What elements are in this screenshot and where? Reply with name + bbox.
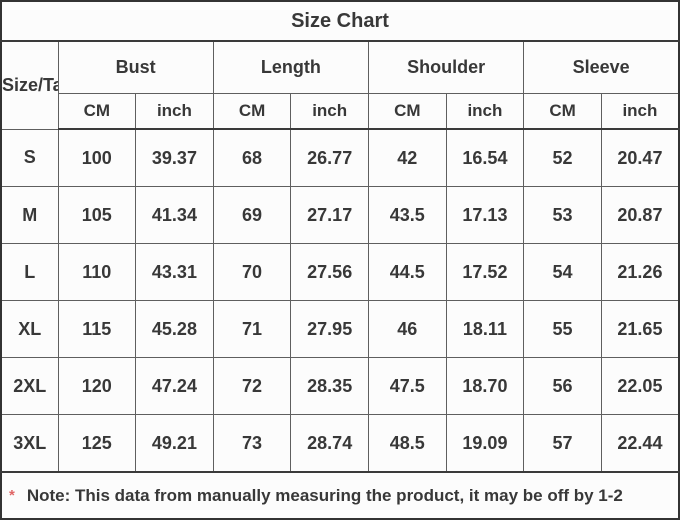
table-row-s: S 100 39.37 68 26.77 42 16.54 52 20.47: [0, 128, 680, 187]
note-cell: * Note: This data from manually measuring…: [0, 471, 680, 520]
group-header-bust: Bust: [57, 40, 214, 94]
cell-value: 53: [523, 186, 602, 244]
unit-header: inch: [135, 93, 214, 130]
note-row: * Note: This data from manually measuring…: [0, 471, 680, 520]
cell-value: 22.44: [600, 414, 680, 473]
cell-value: 43.31: [135, 243, 214, 301]
page-title: Size Chart: [0, 0, 680, 42]
cell-value: 70: [212, 243, 292, 301]
table-row-2xl: 2XL 120 47.24 72 28.35 47.5 18.70 56 22.…: [0, 357, 680, 415]
cell-value: 20.47: [600, 128, 680, 187]
title-row: Size Chart: [0, 0, 680, 42]
size-label: 2XL: [0, 357, 59, 415]
cell-value: 54: [523, 243, 602, 301]
cell-value: 41.34: [135, 186, 214, 244]
cell-value: 71: [212, 300, 292, 358]
cell-value: 27.95: [290, 300, 369, 358]
cell-value: 46: [368, 300, 447, 358]
cell-value: 28.35: [290, 357, 369, 415]
unit-header: CM: [212, 93, 292, 130]
unit-header-row: CM inch CM inch CM inch CM inch: [1, 93, 680, 130]
cell-value: 21.65: [600, 300, 680, 358]
cell-value: 17.13: [445, 186, 525, 244]
size-label: M: [0, 186, 59, 244]
cell-value: 47.5: [368, 357, 447, 415]
table-row-l: L 110 43.31 70 27.56 44.5 17.52 54 21.26: [0, 243, 680, 301]
cell-value: 27.17: [290, 186, 369, 244]
cell-value: 22.05: [600, 357, 680, 415]
cell-value: 105: [57, 186, 137, 244]
cell-value: 100: [57, 128, 137, 187]
cell-value: 27.56: [290, 243, 369, 301]
cell-value: 110: [57, 243, 137, 301]
group-header-shoulder: Shoulder: [367, 40, 525, 94]
cell-value: 73: [212, 414, 292, 473]
cell-value: 18.11: [445, 300, 525, 358]
cell-value: 39.37: [135, 128, 214, 187]
group-header-length: Length: [212, 40, 370, 94]
corner-header-size-tag: Size/Tag: [0, 40, 59, 130]
cell-value: 42: [368, 128, 447, 187]
unit-header: inch: [290, 93, 369, 130]
size-label: L: [0, 243, 59, 301]
unit-header: inch: [600, 93, 680, 130]
size-label: 3XL: [0, 414, 59, 473]
cell-value: 125: [57, 414, 137, 473]
cell-value: 69: [212, 186, 292, 244]
cell-value: 19.09: [445, 414, 525, 473]
group-header-sleeve: Sleeve: [523, 40, 680, 94]
size-label: S: [0, 128, 59, 187]
cell-value: 20.87: [600, 186, 680, 244]
table-row-xl: XL 115 45.28 71 27.95 46 18.11 55 21.65: [0, 300, 680, 358]
cell-value: 120: [57, 357, 137, 415]
cell-value: 115: [57, 300, 137, 358]
cell-value: 48.5: [368, 414, 447, 473]
cell-value: 68: [212, 128, 292, 187]
cell-value: 49.21: [135, 414, 214, 473]
unit-header: CM: [57, 93, 137, 130]
cell-value: 56: [523, 357, 602, 415]
cell-value: 18.70: [445, 357, 525, 415]
unit-header: CM: [523, 93, 602, 130]
cell-value: 16.54: [445, 128, 525, 187]
cell-value: 45.28: [135, 300, 214, 358]
note-text: Note: This data from manually measuring …: [26, 485, 623, 505]
unit-header: CM: [368, 93, 447, 130]
asterisk-icon: *: [9, 486, 15, 504]
cell-value: 28.74: [290, 414, 369, 473]
unit-header: inch: [445, 93, 525, 130]
cell-value: 17.52: [445, 243, 525, 301]
cell-value: 47.24: [135, 357, 214, 415]
cell-value: 26.77: [290, 128, 369, 187]
cell-value: 21.26: [600, 243, 680, 301]
cell-value: 57: [523, 414, 602, 473]
cell-value: 72: [212, 357, 292, 415]
cell-value: 44.5: [368, 243, 447, 301]
table-row-3xl: 3XL 125 49.21 73 28.74 48.5 19.09 57 22.…: [0, 414, 680, 473]
cell-value: 52: [523, 128, 602, 187]
cell-value: 55: [523, 300, 602, 358]
cell-value: 43.5: [368, 186, 447, 244]
size-label: XL: [0, 300, 59, 358]
group-header-row: Size/Tag Bust Length Shoulder Sleeve: [0, 40, 680, 130]
table-row-m: M 105 41.34 69 27.17 43.5 17.13 53 20.87: [0, 186, 680, 244]
